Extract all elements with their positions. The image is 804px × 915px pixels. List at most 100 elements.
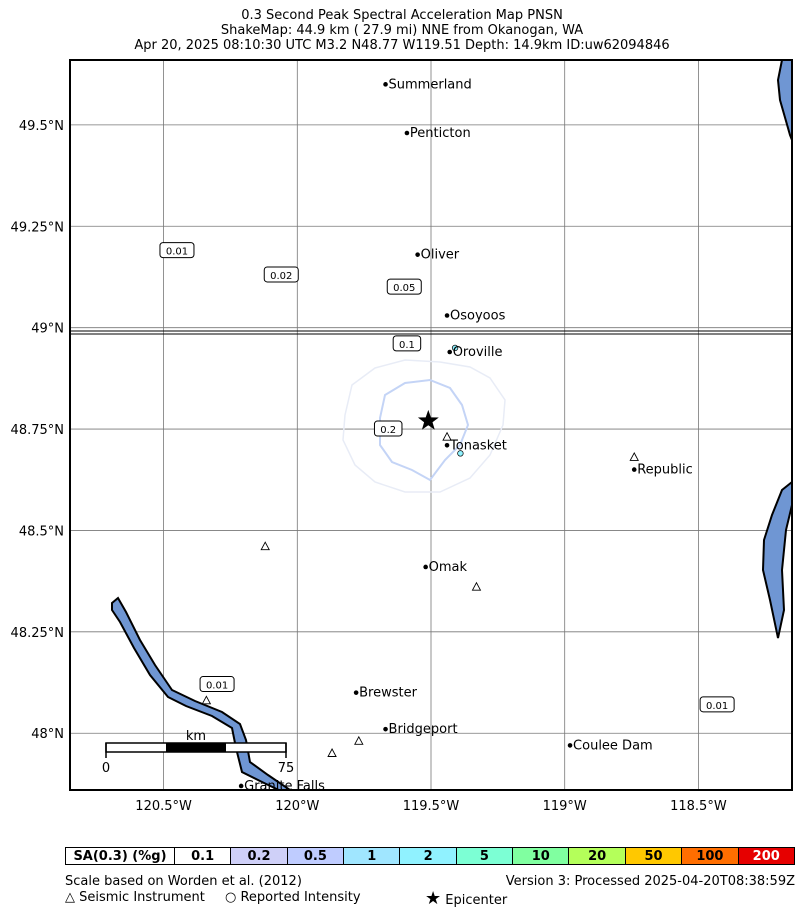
city-dot [353,690,359,695]
shakemap: 0.01 0.02 0.05 0.1 0.2 0.01 0.01 Summerland Pen… [11,59,793,814]
city-label: Tonasket [449,438,507,453]
x-tick-label: 119.5°W [403,799,460,814]
station-triangle [629,451,639,461]
legend-bin: 10 [512,848,569,864]
contour-label: 0.01 [166,247,188,258]
legend-bin: 200 [737,848,794,864]
station-triangle [260,541,270,551]
city-label: Coulee Dam [573,738,653,753]
y-tick-label: 48.75°N [11,423,64,438]
city-label: Penticton [410,126,471,141]
contour-0.1 [342,359,506,493]
cities: Summerland Penticton Oliver Osoyoos Oroville… [238,77,693,794]
city-dot [238,783,244,789]
y-tick-label: 48.5°N [19,524,64,539]
x-tick-label: 120.5°W [135,799,192,814]
city-dot [404,130,410,136]
lake-east-lower [761,480,792,639]
legend-bin: 20 [568,848,625,864]
legend-bin: 100 [681,848,738,864]
contour-label: 0.02 [270,271,292,282]
triangle-icon: △ [65,890,75,905]
scale-bar: km 0 75 [102,729,294,776]
contour-label-box [199,676,235,693]
contour-label-box [263,266,299,283]
y-tick-label: 49.25°N [11,220,64,235]
city-dot [383,726,388,732]
station-triangle [442,431,452,441]
city-label: Brewster [359,686,417,701]
legend-bin: 2 [399,848,456,864]
contour-label: 0.1 [399,340,415,351]
y-tick-label: 49°N [31,322,64,337]
city-label: Republic [637,463,693,478]
circle-icon: ○ [225,890,237,905]
contour-label: 0.01 [706,701,728,712]
scale-end: 75 [278,761,295,776]
scale-start: 0 [102,761,110,776]
legend-bin: 0.2 [230,848,287,864]
city-label: Granite Falls [244,779,325,794]
star-icon: ★ [425,888,442,909]
map-title: 0.3 Second Peak Spectral Acceleration Ma… [241,8,563,23]
contour-label-box [392,335,422,352]
city-label: Summerland [389,77,472,92]
axis-ticks: 120.5°W 120°W 119.5°W 119°W 118.5°W 49.5°N 49.… [11,119,727,814]
water-bodies [111,60,792,790]
x-tick-label: 118.5°W [670,799,727,814]
contour-label-box [699,696,735,713]
station-triangle [201,695,212,705]
legend-intensity-row: ○ Reported Intensity [225,890,361,905]
intensity-circle [457,450,464,457]
epicenter [417,409,439,430]
x-tick-label: 119°W [543,799,587,814]
map-subtitle: ShakeMap: 44.9 km ( 27.9 mi) NNE from Ok… [220,23,584,38]
legend-bin: 50 [624,848,682,864]
station-triangle [471,581,482,591]
city-label: Osoyoos [450,309,506,324]
intensity-legend: SA(0.3) (%g) 0.1 0.2 0.5 1 2 5 10 20 50 … [65,847,795,865]
city-dot [444,313,450,318]
city-dot [631,467,637,472]
contour-0.2 [379,378,470,482]
legend-station-label: Seismic Instrument [79,890,205,905]
legend-station-row: △ Seismic Instrument [65,890,205,905]
station-triangle [327,748,337,757]
legend-bin: 1 [343,848,400,864]
lake-east-upper [776,60,792,141]
city-dot [415,252,420,257]
scale-note: Scale based on Worden et al. (2012) [65,874,302,889]
city-dot [447,349,453,355]
contour-label-box [386,278,422,295]
river-west [111,596,292,790]
legend-bin: 0.5 [286,848,344,864]
legend-title: SA(0.3) (%g) [66,848,174,864]
contours [342,359,506,493]
city-label: Bridgeport [389,722,458,737]
map-frame [69,59,793,791]
y-tick-label: 48°N [31,727,64,742]
city-dot [423,564,428,570]
y-tick-label: 49.5°N [19,119,64,134]
station-triangle [354,735,364,745]
city-label: Omak [429,560,468,575]
city-label: Oliver [421,248,460,263]
city-dot [444,442,450,448]
map-grid [70,60,792,790]
city-dot [383,82,388,87]
legend-epicenter-row: ★ Epicenter [425,888,507,909]
scale-unit: km [186,729,206,744]
event-info: Apr 20, 2025 08:10:30 UTC M3.2 N48.77 W1… [134,38,670,53]
legend-epicenter-label: Epicenter [445,893,508,908]
y-tick-label: 48.25°N [11,626,64,641]
legend-intensity-label: Reported Intensity [240,890,361,905]
contour-label-box [373,420,403,437]
city-dot [567,743,573,748]
epicenter-star [417,409,439,430]
version-note: Version 3: Processed 2025-04-20T08:38:59… [505,874,795,889]
contour-labels: 0.01 0.02 0.05 0.1 0.2 0.01 0.01 [159,242,735,713]
contour-label-box [159,242,195,259]
legend-bin: 5 [455,848,513,864]
stations [201,344,639,757]
intensity-circle [451,344,459,352]
